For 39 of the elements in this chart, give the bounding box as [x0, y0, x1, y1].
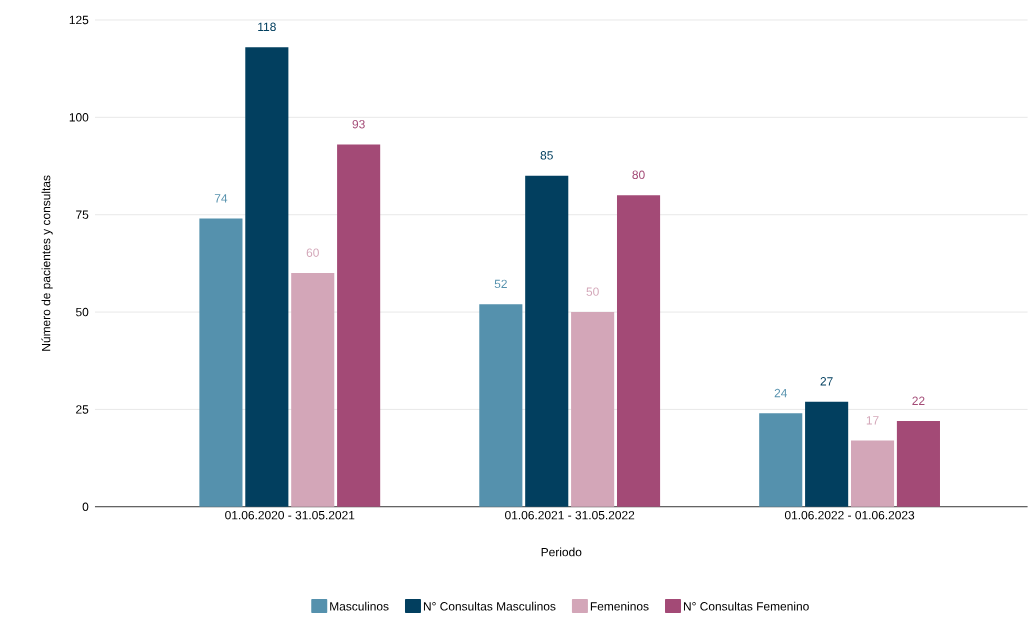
x-axis-title: Periodo [541, 547, 582, 557]
bar [525, 175, 569, 507]
y-tick-label: 125 [69, 15, 89, 25]
bar [199, 218, 243, 507]
data-label: 93 [352, 120, 365, 129]
bar [616, 195, 661, 507]
data-label: 17 [866, 416, 879, 425]
data-label: 118 [258, 22, 276, 32]
x-tick-label: 01.06.2020 - 31.05.2021 [225, 511, 355, 520]
legend-label: Femeninos [590, 601, 649, 611]
legend-label: Masculinos [330, 601, 389, 611]
data-label: 60 [306, 248, 319, 258]
y-tick-label: 50 [75, 307, 89, 317]
data-label: 22 [912, 396, 925, 406]
bar [896, 421, 940, 507]
y-tick-label: 25 [76, 405, 89, 414]
data-label: 24 [774, 388, 788, 398]
bar [337, 144, 381, 507]
bar [805, 401, 849, 507]
x-tick-label: 01.06.2022 - 01.06.2023 [784, 511, 915, 520]
bar [759, 413, 803, 507]
bar [850, 440, 895, 507]
y-tick-label: 75 [76, 210, 89, 219]
data-label: 50 [586, 287, 599, 296]
bar [571, 312, 615, 507]
legend-label: N° Consultas Masculinos [423, 601, 556, 611]
bar [245, 47, 289, 507]
legend-label: N° Consultas Femenino [683, 601, 809, 611]
data-label: 85 [540, 151, 553, 160]
bar [291, 273, 335, 507]
bar [479, 304, 523, 507]
data-label: 27 [820, 377, 833, 386]
y-tick-label: 100 [69, 113, 89, 122]
data-label: 74 [214, 194, 228, 203]
data-label: 80 [632, 170, 645, 180]
data-label: 52 [494, 279, 507, 289]
y-axis-title: Número de pacientes y consultas [41, 175, 53, 351]
y-tick-label: 0 [82, 502, 89, 512]
x-tick-label: 01.06.2021 - 31.05.2022 [505, 511, 635, 520]
